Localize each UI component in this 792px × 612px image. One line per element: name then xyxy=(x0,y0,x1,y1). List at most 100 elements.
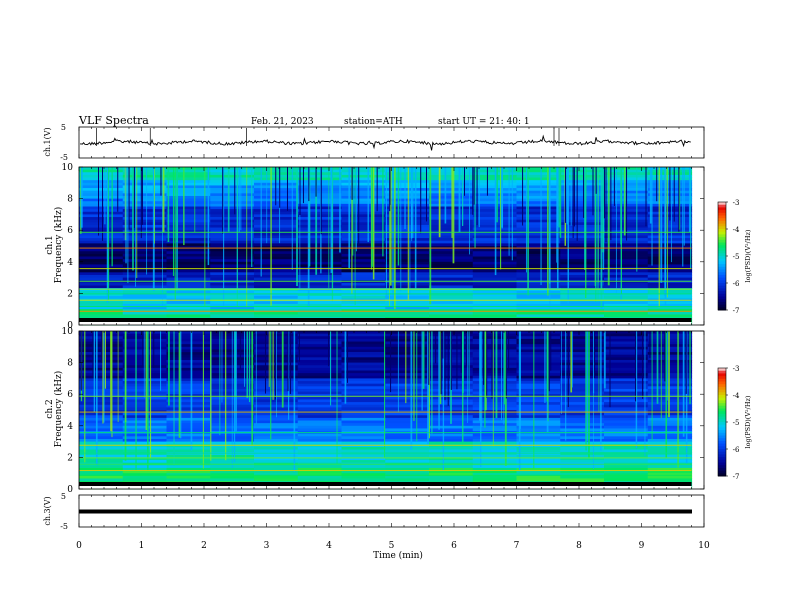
spectrogram-cell xyxy=(604,352,649,356)
colorbar-segment xyxy=(718,408,726,412)
spectrogram-cell xyxy=(647,375,693,379)
sferic-streak xyxy=(149,331,152,459)
spectrogram-cell xyxy=(122,188,168,192)
spectrogram-cell xyxy=(472,415,518,419)
spectrogram-cell xyxy=(341,311,386,315)
spectrogram-cell xyxy=(79,195,124,199)
spectrogram-cell xyxy=(604,420,649,424)
sferic-streak xyxy=(570,167,572,226)
spectrogram-cell xyxy=(385,370,430,374)
sferic-streak xyxy=(421,331,423,411)
spectrogram-cell xyxy=(210,211,255,215)
spectrogram-cell xyxy=(647,415,693,419)
spectrogram-cell xyxy=(472,277,518,281)
spectrogram-cell xyxy=(254,473,299,477)
narrowband-line xyxy=(79,288,692,290)
spectrogram-cell xyxy=(297,203,343,207)
spectrogram-cell xyxy=(560,357,605,361)
spectrogram-cell xyxy=(429,309,474,313)
spectrogram-cell xyxy=(166,303,211,307)
spectrogram-cell xyxy=(297,198,343,202)
x-axis-tick-labels: 0 1 2 3 4 5 6 7 8 9 10 xyxy=(76,541,710,551)
spectrogram-cell xyxy=(79,238,124,242)
sferic-streak xyxy=(117,331,119,423)
sferic-streak xyxy=(678,167,681,230)
sferic-streak xyxy=(518,331,521,471)
spectrogram-cell xyxy=(297,235,343,239)
colorbar-segment xyxy=(718,277,726,281)
spectrogram-cell xyxy=(79,248,124,252)
spectrogram-cell xyxy=(122,256,168,260)
sferic-streak xyxy=(152,167,155,291)
sferic-streak xyxy=(288,331,290,420)
spectrogram-cell xyxy=(429,185,474,189)
dark-streak xyxy=(610,167,612,241)
sferic-streak xyxy=(202,331,204,469)
spectrogram-cell xyxy=(516,214,561,218)
spectrogram-cell xyxy=(604,381,649,385)
spectrogram-cell xyxy=(166,172,211,176)
spectrogram-cell xyxy=(254,277,299,281)
spectrogram-cell xyxy=(79,306,124,310)
colorbar-segment xyxy=(718,215,726,219)
start-time-label: start UT = 21: 40: 1 xyxy=(438,117,530,127)
spectrogram-cell xyxy=(560,402,605,406)
spectrogram-cell xyxy=(472,423,518,427)
spectrogram-cell xyxy=(385,423,430,427)
spectrogram-cell xyxy=(79,381,124,385)
spectrogram-cell xyxy=(297,222,343,226)
colorbar-segment xyxy=(718,229,726,233)
spectrogram-cell xyxy=(210,243,255,247)
spectrogram-cell xyxy=(166,394,211,398)
spectrogram-cell xyxy=(166,177,211,181)
spectrogram-cell xyxy=(472,359,518,363)
spectrogram-cell xyxy=(647,224,693,228)
colorbar-segment xyxy=(718,403,726,407)
spectrogram-cell xyxy=(79,438,124,442)
spectrogram-cell xyxy=(297,381,343,385)
sferic-streak xyxy=(111,167,113,267)
sferic-streak xyxy=(598,331,600,412)
spectrogram-cell xyxy=(341,188,386,192)
spectrogram-cell xyxy=(647,433,693,437)
spectrogram-cell xyxy=(79,240,124,244)
sferic-streak xyxy=(219,331,221,436)
spectrogram-cell xyxy=(385,227,430,231)
ch2-spectrogram-ylabel-channel: ch.2 xyxy=(45,399,55,418)
spectrogram-cell xyxy=(604,354,649,358)
sferic-streak xyxy=(405,331,407,404)
narrowband-line xyxy=(79,293,692,295)
spectrogram-cell xyxy=(341,454,386,458)
sferic-streak xyxy=(540,167,542,286)
colorbar-segment xyxy=(718,386,726,391)
spectrogram-cell xyxy=(516,272,561,276)
spectrogram-cell xyxy=(254,420,299,424)
spectrogram-cell xyxy=(516,331,561,335)
colorbar-segment xyxy=(718,449,726,453)
sferic-streak xyxy=(484,331,486,428)
bottom-band xyxy=(79,322,692,325)
spectrogram-cell xyxy=(297,438,343,442)
spectrogram-cell xyxy=(297,177,343,181)
spectrogram-cell xyxy=(341,420,386,424)
spectrogram-cell xyxy=(516,219,561,223)
spectrogram-cell xyxy=(385,217,430,221)
spectrogram-cell xyxy=(604,410,649,414)
sferic-streak xyxy=(404,167,406,229)
spectrogram-cell xyxy=(385,169,430,173)
spectrogram-cell xyxy=(297,365,343,369)
spectrogram-cell xyxy=(341,224,386,228)
colorbar-segment xyxy=(718,457,726,461)
spectrogram-cell xyxy=(429,301,474,305)
spectrogram-cell xyxy=(122,336,168,340)
spectrogram-cell xyxy=(341,410,386,414)
sferic-streak xyxy=(565,331,567,441)
spectrogram-cell xyxy=(647,388,693,392)
dark-streak xyxy=(222,167,224,234)
spectrogram-cell xyxy=(560,338,605,342)
spectrogram-cell xyxy=(341,354,386,358)
spectrogram-cell xyxy=(472,402,518,406)
spectrogram-cell xyxy=(254,362,299,366)
spectrogram-cell xyxy=(604,269,649,273)
